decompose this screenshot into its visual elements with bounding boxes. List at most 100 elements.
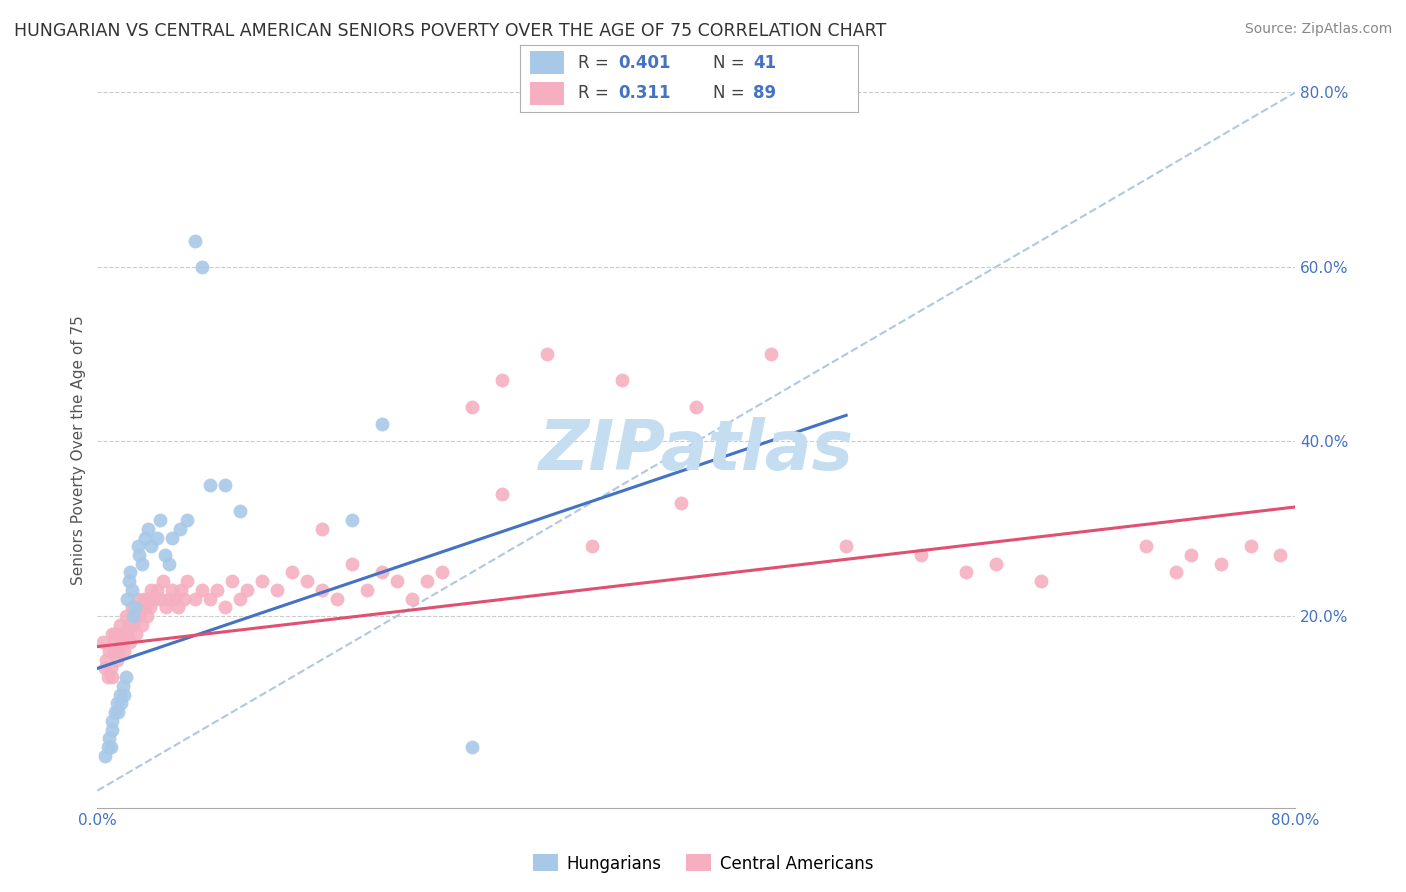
Text: 41: 41 [754,54,776,71]
Point [141,539,163,553]
Point [157,591,180,606]
Point [761,347,783,361]
Point [536,347,558,361]
Point [94,748,117,763]
Point [295,574,318,589]
Point [165,591,187,606]
Point [136,522,159,536]
Point [176,574,198,589]
Point [311,522,333,536]
Point [160,531,183,545]
Point [169,522,191,536]
Point [134,531,156,545]
Point [170,582,193,597]
Point [340,557,363,571]
Point [128,609,150,624]
Point [112,644,135,658]
Point [491,487,513,501]
Point [461,739,484,754]
Point [101,723,124,737]
Point [610,373,633,387]
Point [111,626,134,640]
Point [173,591,195,606]
Point [97,739,120,754]
Point [236,582,259,597]
Point [110,635,132,649]
Point [198,591,221,606]
Point [124,609,146,624]
Point [205,582,228,597]
Point [461,400,484,414]
Point [685,400,707,414]
Point [581,539,603,553]
Point [121,582,143,597]
Point [122,617,145,632]
Point [401,591,423,606]
Point [127,539,149,553]
Text: 89: 89 [754,85,776,103]
Point [139,600,162,615]
Point [221,574,243,589]
Point [910,548,932,562]
Point [125,626,148,640]
Point [311,582,333,597]
Point [101,626,124,640]
Point [127,591,149,606]
Point [214,478,236,492]
Point [183,234,205,248]
Point [103,644,125,658]
Text: HUNGARIAN VS CENTRAL AMERICAN SENIORS POVERTY OVER THE AGE OF 75 CORRELATION CHA: HUNGARIAN VS CENTRAL AMERICAN SENIORS PO… [14,22,886,40]
Point [135,609,157,624]
Point [117,626,139,640]
Legend: Hungarians, Central Americans: Hungarians, Central Americans [526,847,880,880]
Point [250,574,273,589]
Point [101,714,124,728]
Point [385,574,408,589]
Text: N =: N = [713,54,749,71]
Point [93,635,115,649]
Point [1164,566,1187,580]
Point [671,495,693,509]
Point [266,582,288,597]
Point [100,661,122,675]
Point [94,661,117,675]
FancyBboxPatch shape [530,51,564,74]
Point [134,600,156,615]
Point [416,574,439,589]
Point [152,574,174,589]
Point [143,591,166,606]
Point [114,609,136,624]
Point [146,531,169,545]
Point [141,582,163,597]
Point [157,557,180,571]
Point [1135,539,1157,553]
Point [118,574,141,589]
Point [146,582,169,597]
Point [128,548,150,562]
Point [132,591,155,606]
Point [111,679,134,693]
Point [491,373,513,387]
Point [96,653,118,667]
Point [122,609,145,624]
Point [340,513,363,527]
Point [1180,548,1202,562]
Point [129,600,152,615]
Point [98,644,121,658]
Point [105,696,128,710]
Point [118,617,141,632]
Text: ZIPatlas: ZIPatlas [538,417,853,483]
Point [131,557,153,571]
Point [100,739,122,754]
Text: 0.401: 0.401 [619,54,671,71]
Point [191,260,214,274]
Point [97,670,120,684]
Point [371,566,394,580]
FancyBboxPatch shape [530,82,564,104]
Text: N =: N = [713,85,749,103]
Point [326,591,349,606]
Point [228,504,250,518]
Point [371,417,394,431]
Point [114,670,136,684]
Point [112,688,135,702]
